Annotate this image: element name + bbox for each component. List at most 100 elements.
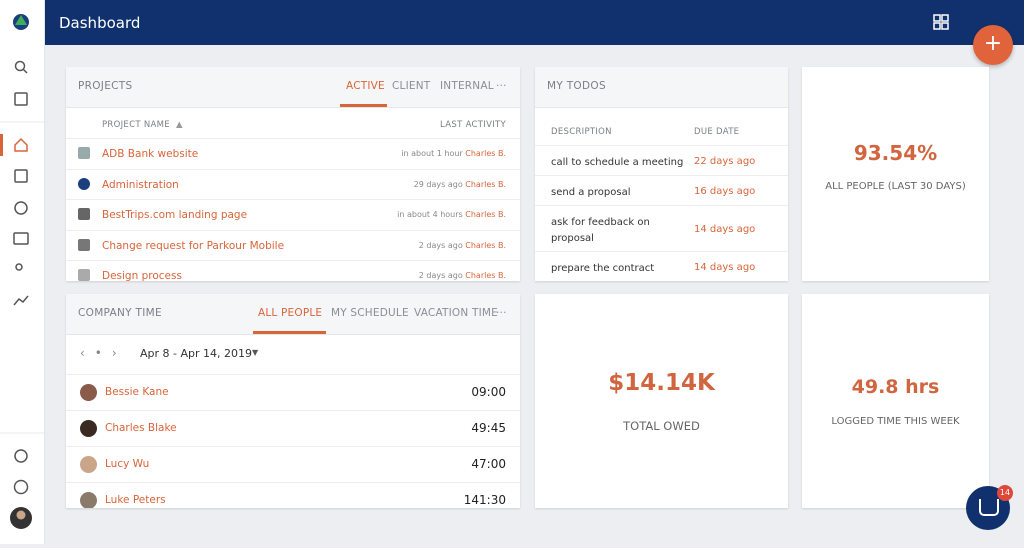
dropdown-arrow[interactable]: ▼ [252,348,259,357]
sidebar-icons [0,14,44,529]
layout-icon[interactable] [933,14,949,30]
activity-time: in about 4 hours [397,210,463,219]
people-icon[interactable] [15,263,23,271]
person-row[interactable]: Charles Blake 49:45 [66,410,520,447]
person-avatar [80,456,97,473]
chat-button[interactable]: 14 [966,485,1013,530]
todo-due: 22 days ago [694,156,756,167]
tab[interactable]: ALL PEOPLE [258,307,323,319]
person-row[interactable]: Luke Peters 141:30 [66,482,520,508]
todo-description: prepare the contract [551,263,655,274]
tab[interactable]: INTERNAL [440,80,494,92]
todo-description: send a proposal [551,187,631,198]
tab-underline [253,331,326,334]
card-header [535,67,788,108]
project-name[interactable]: BestTrips.com landing page [102,209,248,221]
project-row[interactable]: Design process 2 days ago Charles B. [66,260,520,281]
tab-underline [340,104,387,107]
todo-row[interactable]: prepare the contract 14 days ago [535,251,788,281]
project-name[interactable]: Design process [102,270,182,281]
page-title: Dashboard [59,14,141,32]
timer-icon[interactable] [14,201,28,215]
chat-icon [979,499,999,516]
todo-description: ask for feedback on proposal [551,217,650,244]
card-title: COMPANY TIME [78,307,162,319]
person-avatar [80,420,97,437]
company-time-card: COMPANY TIME ALL PEOPLE MY SCHEDULE VACA… [66,294,520,508]
project-icon [78,177,90,190]
project-name[interactable]: Change request for Parkour Mobile [102,239,285,252]
column-header[interactable]: PROJECT NAME [102,120,170,130]
last-activity: 2 days ago Charles B. [419,241,506,250]
date-nav[interactable]: ‹•› [80,346,127,360]
tab[interactable]: ACTIVE [346,80,385,92]
column-header: LAST ACTIVITY [440,120,506,130]
stat-card: 49.8 hrs LOGGED TIME THIS WEEK [802,294,989,508]
add-button[interactable]: + [973,25,1013,65]
todo-row[interactable]: call to schedule a meeting 22 days ago [535,145,788,176]
todo-row[interactable]: ask for feedback on proposal 14 days ago [535,205,788,252]
project-icon [78,269,90,281]
stat-value: $14.14K [608,370,715,396]
last-activity: 29 days ago Charles B. [414,180,506,189]
tab[interactable]: VACATION TIME [414,307,498,319]
stat-label: ALL PEOPLE (LAST 30 DAYS) [825,181,966,192]
tab[interactable]: CLIENT [392,80,431,92]
help-icon[interactable] [13,479,29,495]
todo-description: call to schedule a meeting [551,157,684,168]
activity-person[interactable]: Charles B. [465,271,506,280]
project-row[interactable]: BestTrips.com landing page in about 4 hou… [66,199,520,230]
todo-due: 16 days ago [694,186,756,197]
card-title: MY TODOS [547,80,606,92]
date-range[interactable]: Apr 8 - Apr 14, 2019 [140,347,252,360]
person-time: 47:00 [471,457,506,471]
person-time: 141:30 [463,493,506,507]
project-icon [78,238,90,251]
inbox-icon[interactable] [14,92,28,106]
active-indicator [0,134,3,156]
card-header [66,294,520,335]
project-name[interactable]: ADB Bank website [102,148,199,160]
search-icon[interactable] [14,60,26,72]
more-menu[interactable]: ··· [496,307,507,319]
chat-badge: 14 [997,485,1013,501]
activity-person[interactable]: Charles B. [465,240,506,250]
project-row[interactable]: ADB Bank website in about 1 hour Charles … [66,138,520,169]
person-avatar [80,384,97,401]
stat-label: LOGGED TIME THIS WEEK [831,416,960,427]
person-row[interactable]: Bessie Kane 09:00 [66,374,520,411]
person-name[interactable]: Bessie Kane [105,386,169,398]
project-icon [78,147,90,159]
add-timer-icon[interactable] [14,449,28,463]
person-name[interactable]: Charles Blake [105,422,177,434]
tasks-icon[interactable] [14,169,28,183]
person-row[interactable]: Lucy Wu 47:00 [66,446,520,483]
todo-row[interactable]: send a proposal 16 days ago [535,175,788,206]
activity-time: 2 days ago [418,271,463,280]
activity-person[interactable]: Charles B. [465,179,506,189]
person-name[interactable]: Luke Peters [105,494,166,506]
activity-person[interactable]: Charles B. [465,210,506,219]
home-icon[interactable] [14,137,28,152]
logo-mark [15,15,27,25]
sort-arrow: ▲ [176,120,183,130]
projects-card: PROJECTS ACTIVE CLIENT INTERNAL ··· PROJ… [66,67,520,281]
more-menu[interactable]: ··· [496,80,507,92]
person-name[interactable]: Lucy Wu [105,458,150,470]
card-title: PROJECTS [78,80,133,92]
money-icon[interactable] [13,232,29,245]
sidebar [0,0,45,544]
project-row[interactable]: Administration 29 days ago Charles B. [66,168,520,200]
project-icon [78,208,90,220]
person-avatar [80,492,97,508]
project-name[interactable]: Administration [102,178,179,191]
last-activity: in about 4 hours Charles B. [397,210,506,219]
activity-person[interactable]: Charles B. [465,149,506,158]
project-row[interactable]: Change request for Parkour Mobile 2 days … [66,229,520,261]
person-time: 09:00 [471,385,506,399]
stat-label: TOTAL OWED [623,419,700,433]
tab[interactable]: MY SCHEDULE [331,307,409,319]
reports-icon[interactable] [13,295,29,306]
last-activity: 2 days ago Charles B. [419,271,506,280]
